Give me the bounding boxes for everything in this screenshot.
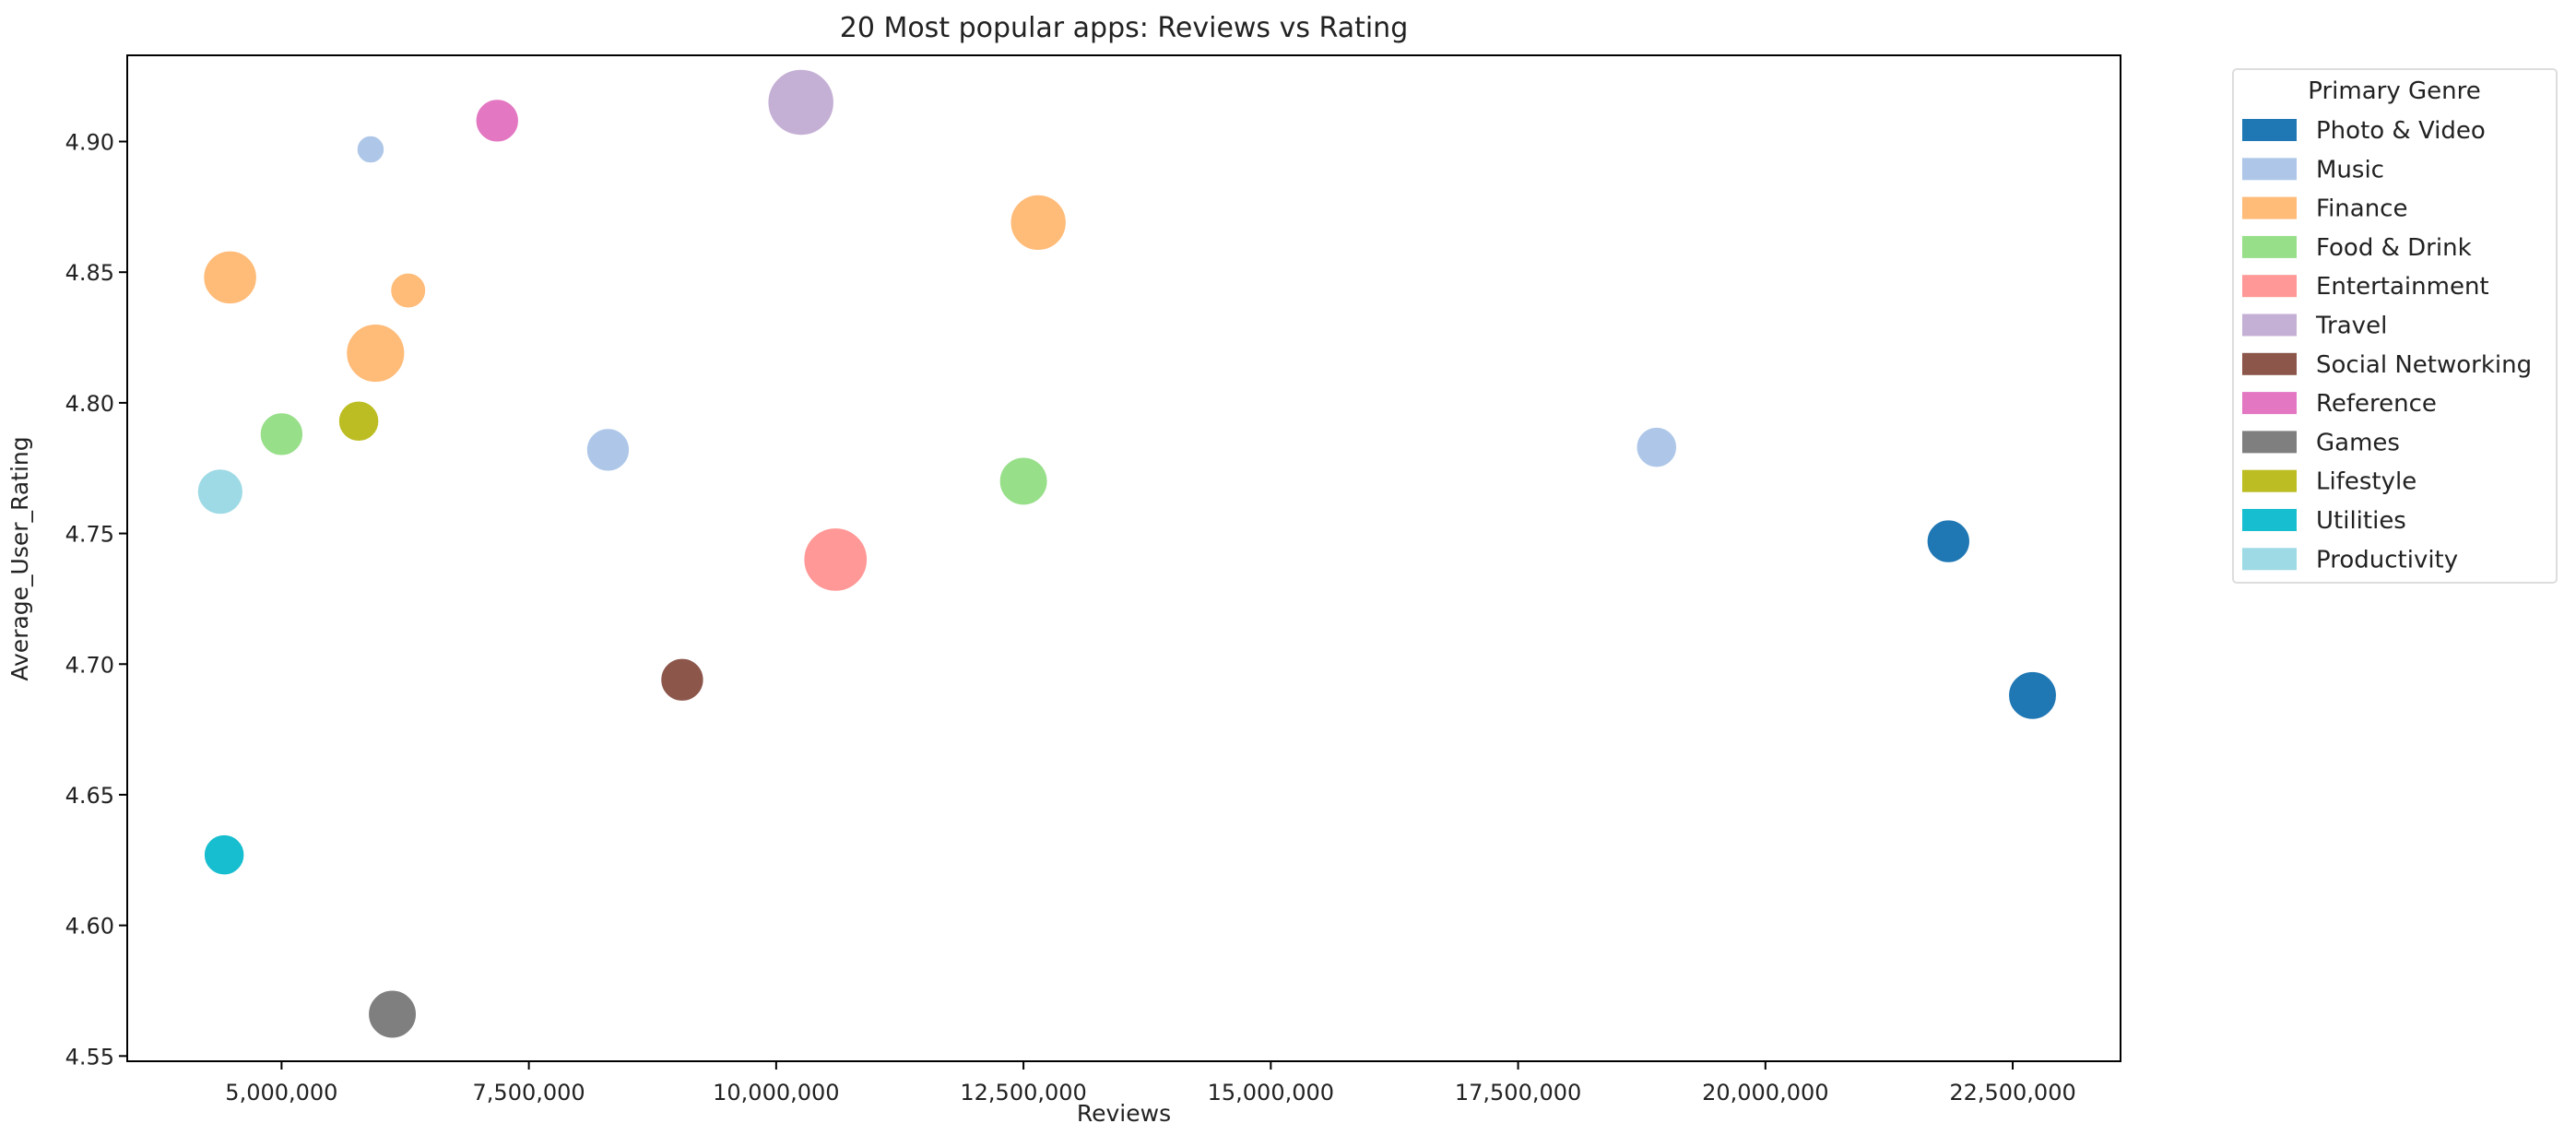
x-tick-label: 15,000,000	[1208, 1080, 1334, 1106]
y-tick-label: 4.90	[65, 130, 114, 156]
data-point	[337, 399, 380, 443]
data-point	[203, 834, 245, 876]
data-point	[766, 68, 835, 136]
data-point	[259, 411, 304, 457]
x-tick-label: 5,000,000	[225, 1080, 337, 1106]
x-tick-label: 7,500,000	[473, 1080, 585, 1106]
data-point	[585, 427, 631, 473]
data-point	[659, 657, 705, 703]
legend-label: Entertainment	[2316, 273, 2489, 301]
y-tick-label: 4.80	[65, 391, 114, 417]
y-tick-label: 4.55	[65, 1044, 114, 1070]
y-axis: 4.55 4.60 4.65 4.70 4.75 4.80 4.85 4.90	[65, 130, 127, 1070]
legend-label: Productivity	[2316, 546, 2458, 574]
y-tick-label: 4.75	[65, 522, 114, 548]
x-axis: 5,000,000 7,500,000 10,000,000 12,500,000 15…	[225, 1061, 2076, 1106]
legend-swatch	[2242, 548, 2297, 571]
legend-box	[2232, 68, 2558, 584]
points-layer	[196, 68, 2058, 1039]
legend-swatch	[2242, 392, 2297, 415]
legend-swatch	[2242, 196, 2297, 219]
y-tick-label: 4.85	[65, 260, 114, 286]
data-point	[475, 98, 520, 143]
legend-label: Food & Drink	[2316, 234, 2472, 262]
legend-swatch	[2242, 119, 2297, 141]
y-axis-label: Average_User_Rating	[6, 436, 33, 680]
legend-label: Lifestyle	[2316, 468, 2416, 496]
data-point	[1010, 194, 1068, 252]
legend: Primary Genre Photo & Video Music Finance F…	[2232, 68, 2558, 584]
legend-label: Music	[2316, 156, 2384, 183]
data-point	[1636, 426, 1678, 468]
data-point	[1926, 518, 1971, 564]
plot-frame	[126, 54, 2121, 1062]
y-tick-label: 4.70	[65, 652, 114, 678]
legend-swatch	[2242, 469, 2297, 492]
data-point	[367, 989, 418, 1039]
legend-label: Social Networking	[2316, 351, 2532, 379]
legend-label: Reference	[2316, 390, 2437, 418]
legend-label: Finance	[2316, 195, 2407, 223]
data-point	[345, 323, 406, 384]
legend-swatch	[2242, 509, 2297, 531]
data-point	[389, 272, 427, 309]
legend-swatch	[2242, 352, 2297, 375]
legend-label: Games	[2316, 429, 2400, 456]
legend-label: Travel	[2315, 313, 2387, 340]
data-point	[202, 250, 258, 305]
legend-swatch	[2242, 431, 2297, 454]
data-point	[2007, 670, 2058, 721]
data-point	[356, 135, 385, 164]
x-axis-label: Reviews	[1077, 1100, 1171, 1127]
legend-label: Utilities	[2316, 507, 2406, 535]
legend-swatch	[2242, 313, 2297, 337]
y-tick-label: 4.65	[65, 783, 114, 809]
data-point	[802, 526, 869, 593]
legend-swatch	[2242, 158, 2297, 181]
legend-swatch	[2242, 275, 2297, 298]
data-point	[998, 455, 1049, 506]
y-tick-label: 4.60	[65, 914, 114, 940]
x-tick-label: 12,500,000	[960, 1080, 1086, 1106]
x-tick-label: 17,500,000	[1455, 1080, 1581, 1106]
legend-title: Primary Genre	[2308, 77, 2480, 105]
legend-label: Photo & Video	[2316, 117, 2486, 145]
data-point	[196, 467, 244, 515]
x-tick-label: 10,000,000	[713, 1080, 839, 1106]
x-tick-label: 20,000,000	[1702, 1080, 1828, 1106]
x-tick-label: 22,500,000	[1949, 1080, 2075, 1106]
chart-title: 20 Most popular apps: Reviews vs Rating	[840, 12, 1409, 44]
legend-swatch	[2242, 235, 2297, 258]
